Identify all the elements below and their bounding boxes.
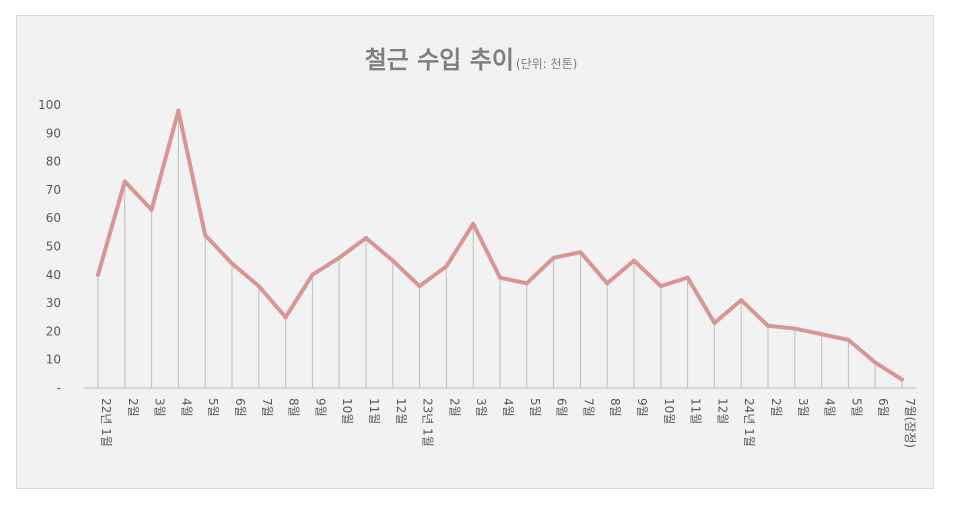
data-point: [766, 323, 770, 328]
x-tick-label: 2월: [769, 398, 783, 417]
x-tick-label: 5월: [528, 398, 542, 417]
x-tick-label: 7월: [581, 398, 595, 417]
x-tick-label: 12월: [394, 398, 408, 424]
x-tick-label: 9월: [635, 398, 649, 417]
data-point: [846, 337, 851, 342]
data-point: [310, 272, 315, 277]
x-tick-label: 7월(잠정): [903, 398, 917, 448]
data-point: [337, 255, 342, 260]
data-point: [417, 284, 422, 289]
data-point: [444, 264, 449, 269]
data-point: [230, 261, 234, 266]
y-tick-label: 10: [46, 353, 61, 367]
y-tick-label: 20: [46, 324, 61, 338]
data-point: [176, 108, 181, 113]
data-point: [149, 207, 154, 212]
x-tick-label: 6월: [233, 398, 247, 417]
data-point: [873, 360, 878, 365]
y-tick-label: 90: [46, 126, 61, 140]
data-point: [685, 275, 690, 280]
x-tick-label: 3월: [796, 398, 810, 417]
data-point: [524, 281, 529, 286]
data-point: [900, 377, 904, 382]
x-tick-label: 4월: [823, 398, 837, 417]
x-tick-label: 11월: [689, 398, 703, 424]
x-tick-label: 11월: [367, 398, 381, 424]
x-tick-label: 7월: [260, 398, 274, 417]
data-point: [605, 281, 610, 286]
data-point: [122, 179, 127, 184]
y-tick-label: 50: [46, 240, 61, 254]
x-tick-label: 3월: [474, 398, 488, 417]
chart-svg: 철근 수입 추이 (단위: 천톤) -102030405060708090100 …: [38, 46, 917, 448]
x-tick-label: 4월: [501, 398, 515, 417]
data-point: [792, 326, 797, 331]
x-tick-label: 10월: [662, 398, 676, 424]
x-tick-label: 9월: [313, 398, 327, 417]
x-tick-label: 5월: [206, 398, 220, 417]
data-point: [390, 258, 395, 263]
data-point: [632, 258, 636, 263]
x-tick-label: 24년 1월: [742, 398, 756, 447]
x-tick-label: 6월: [555, 398, 569, 417]
x-tick-label: 3월: [153, 398, 167, 417]
x-tick-label: 23년 1월: [421, 398, 435, 447]
x-tick-label: 8월: [287, 398, 301, 417]
y-tick-label: -: [57, 381, 61, 395]
data-point: [96, 272, 100, 277]
data-point: [283, 315, 288, 320]
data-point: [256, 284, 261, 289]
y-tick-label: 80: [46, 155, 61, 169]
y-tick-label: 30: [46, 296, 61, 310]
x-axis-ticks: 22년 1월 2월 3월 4월 5월 6월 7월 8월 9월 10월 11월 12월 23년 1월 2월 3…: [99, 398, 917, 448]
x-tick-label: 2월: [447, 398, 461, 417]
x-tick-label: 10월: [340, 398, 354, 424]
chart-title: 철근 수입 추이: [365, 46, 514, 74]
x-tick-label: 6월: [876, 398, 890, 417]
data-point: [658, 284, 663, 289]
y-axis-ticks: - 10 20 30 40 50 60 70 80 90 100: [38, 98, 61, 395]
data-point: [712, 320, 717, 325]
chart-subtitle: (단위: 천톤): [516, 56, 577, 71]
data-point: [551, 255, 556, 260]
data-point: [471, 221, 476, 226]
x-tick-label: 8월: [608, 398, 622, 417]
data-point: [819, 332, 824, 337]
x-tick-label: 5월: [849, 398, 863, 417]
data-point: [578, 250, 583, 255]
drop-lines: [97, 110, 903, 388]
x-tick-label: 22년 1월: [99, 398, 113, 447]
data-point: [203, 233, 208, 238]
x-tick-label: 12월: [715, 398, 729, 424]
data-point: [739, 298, 744, 303]
x-tick-label: 2월: [126, 398, 140, 417]
y-tick-label: 70: [46, 183, 61, 197]
y-tick-label: 100: [38, 98, 61, 112]
y-tick-label: 60: [46, 211, 61, 225]
chart-area: 철근 수입 추이 (단위: 천톤) -10 20 30 40 50 60 70 80 90 100 …: [16, 15, 934, 489]
data-point: [498, 275, 502, 280]
chart-title-group: 철근 수입 추이 (단위: 천톤): [365, 46, 578, 74]
data-point: [364, 236, 368, 241]
y-tick-label: 40: [46, 268, 61, 282]
x-tick-label: 4월: [179, 398, 193, 417]
